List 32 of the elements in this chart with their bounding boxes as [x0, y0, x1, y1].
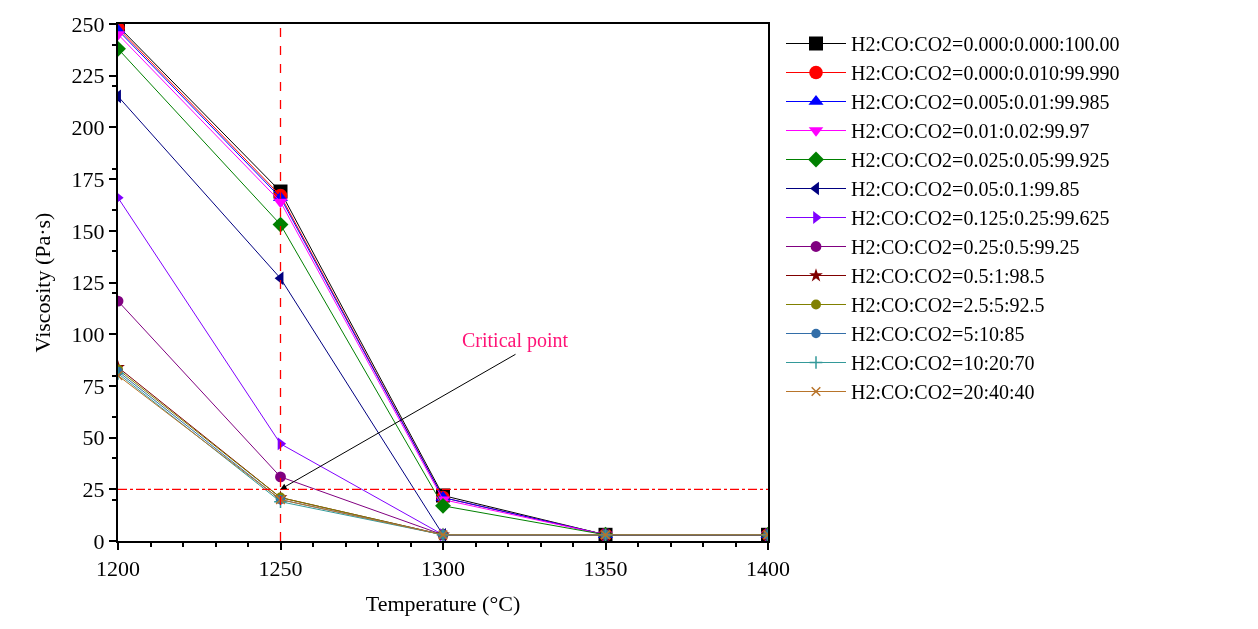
- annotation: Critical point: [462, 329, 569, 352]
- y-tick-label: 25: [82, 477, 105, 502]
- legend-label: H2:CO:CO2=0.5:1:98.5: [851, 265, 1045, 288]
- x-tick-label: 1250: [258, 556, 303, 582]
- legend-label: H2:CO:CO2=20:40:40: [851, 381, 1035, 404]
- legend-label: H2:CO:CO2=0.05:0.1:99.85: [851, 178, 1080, 201]
- y-tick-label: 250: [71, 11, 105, 37]
- legend-label: H2:CO:CO2=0.000:0.000:100.00: [851, 33, 1120, 56]
- y-tick-label: 225: [71, 63, 105, 89]
- legend-label: H2:CO:CO2=0.025:0.05:99.925: [851, 149, 1110, 172]
- legend-label: H2:CO:CO2=2.5:5:92.5: [851, 294, 1045, 317]
- legend-label: H2:CO:CO2=0.25:0.5:99.25: [851, 236, 1080, 259]
- x-tick-label: 1200: [96, 556, 140, 582]
- y-tick-label: 100: [71, 321, 105, 347]
- y-tick-label: 0: [93, 528, 105, 554]
- legend-label: H2:CO:CO2=10:20:70: [851, 352, 1035, 375]
- legend-label: H2:CO:CO2=5:10:85: [851, 323, 1025, 346]
- legend-label: H2:CO:CO2=0.01:0.02:99.97: [851, 120, 1090, 143]
- y-tick-label: 200: [71, 115, 105, 141]
- legend-label: H2:CO:CO2=0.125:0.25:99.625: [851, 207, 1110, 230]
- legend-label: H2:CO:CO2=0.005:0.01:99.985: [851, 91, 1110, 114]
- x-tick-label: 1400: [746, 556, 790, 582]
- x-axis-title: Temperature (°C): [365, 590, 521, 616]
- y-tick-label: 50: [82, 425, 105, 451]
- x-tick-label: 1350: [583, 556, 628, 582]
- y-tick-label: 125: [71, 270, 105, 296]
- y-tick-label: 150: [71, 218, 105, 244]
- x-tick-label: 1300: [421, 556, 465, 582]
- y-tick-label: 175: [71, 166, 105, 192]
- y-tick-label: 75: [82, 373, 105, 399]
- legend-label: H2:CO:CO2=0.000:0.010:99.990: [851, 62, 1120, 85]
- y-axis-title: Viscosity (Pa·s): [29, 212, 55, 353]
